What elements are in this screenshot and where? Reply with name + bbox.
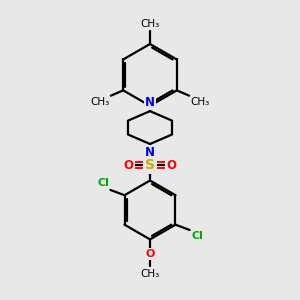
- Text: O: O: [124, 159, 134, 172]
- Text: O: O: [166, 159, 176, 172]
- Text: CH₃: CH₃: [190, 97, 210, 107]
- Text: S: S: [145, 158, 155, 172]
- Text: CH₃: CH₃: [140, 269, 160, 279]
- Text: N: N: [145, 146, 155, 159]
- Text: CH₃: CH₃: [90, 97, 110, 107]
- Text: CH₃: CH₃: [140, 19, 160, 29]
- Text: Cl: Cl: [191, 231, 203, 242]
- Text: O: O: [145, 249, 155, 259]
- Text: N: N: [145, 96, 155, 109]
- Text: Cl: Cl: [97, 178, 109, 188]
